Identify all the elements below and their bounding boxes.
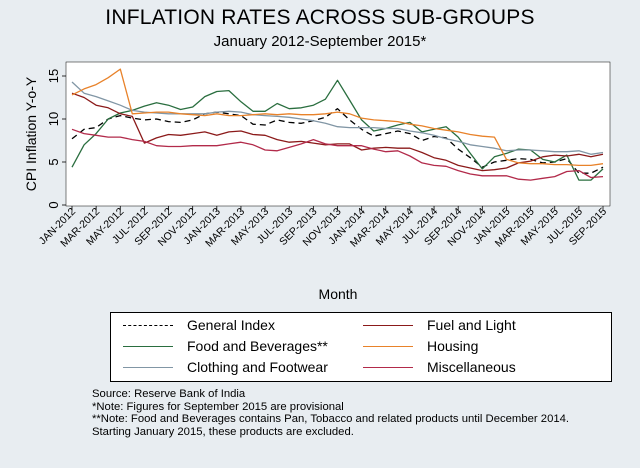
legend-item: Fuel and Light bbox=[363, 317, 516, 333]
legend-swatch bbox=[363, 345, 413, 347]
series-line-housing bbox=[71, 68, 604, 167]
y-tick-label: 5 bbox=[46, 158, 61, 165]
chart-subtitle: January 2012-September 2015* bbox=[213, 33, 427, 50]
source-line: Source: Reserve Bank of India bbox=[92, 388, 246, 400]
legend-label: Food and Beverages** bbox=[187, 338, 328, 354]
legend-label: General Index bbox=[187, 317, 275, 333]
legend-label: Clothing and Footwear bbox=[187, 359, 328, 375]
series-line-clothing-and-footwear bbox=[71, 81, 604, 155]
series-line-general-index bbox=[71, 108, 604, 174]
legend: General Index Fuel and Light Food and Beve… bbox=[110, 312, 612, 382]
y-axis-label: CPI Inflation Y-o-Y bbox=[23, 76, 39, 191]
legend-swatch bbox=[123, 345, 173, 347]
source-notes: Source: Reserve Bank of India *Note: Fig… bbox=[92, 388, 569, 438]
legend-item: Housing bbox=[363, 338, 478, 354]
note-provisional: *Note: Figures for September 2015 are pr… bbox=[92, 400, 344, 413]
legend-item: Food and Beverages** bbox=[123, 338, 328, 354]
note-exclusion: Starting January 2015, these products ar… bbox=[92, 425, 354, 438]
legend-label: Fuel and Light bbox=[427, 317, 516, 333]
x-axis-label: Month bbox=[319, 286, 358, 302]
legend-item: Clothing and Footwear bbox=[123, 359, 328, 375]
legend-label: Miscellaneous bbox=[427, 359, 516, 375]
legend-label: Housing bbox=[427, 338, 479, 354]
series-line-miscellaneous bbox=[71, 128, 604, 181]
y-tick-label: 0 bbox=[46, 201, 61, 208]
y-tick-label: 10 bbox=[46, 112, 61, 126]
series-line-fuel-and-light bbox=[71, 92, 604, 172]
chart-title: INFLATION RATES ACROSS SUB-GROUPS bbox=[105, 6, 535, 29]
y-tick-label: 15 bbox=[46, 69, 61, 83]
series-lines bbox=[71, 68, 604, 181]
legend-swatch bbox=[363, 366, 413, 368]
plot-area bbox=[65, 61, 611, 207]
legend-item: Miscellaneous bbox=[363, 359, 516, 375]
legend-swatch bbox=[123, 366, 173, 368]
legend-item: General Index bbox=[123, 317, 275, 333]
legend-swatch bbox=[123, 324, 173, 326]
note-food-beverages: **Note: Food and Beverages contains Pan,… bbox=[92, 413, 570, 426]
y-axis: 0 5 10 15 bbox=[46, 69, 66, 209]
legend-swatch bbox=[363, 324, 413, 326]
x-axis: JAN-2012MAR-2012MAY-2012JUL-2012SEP-2012… bbox=[37, 206, 610, 250]
